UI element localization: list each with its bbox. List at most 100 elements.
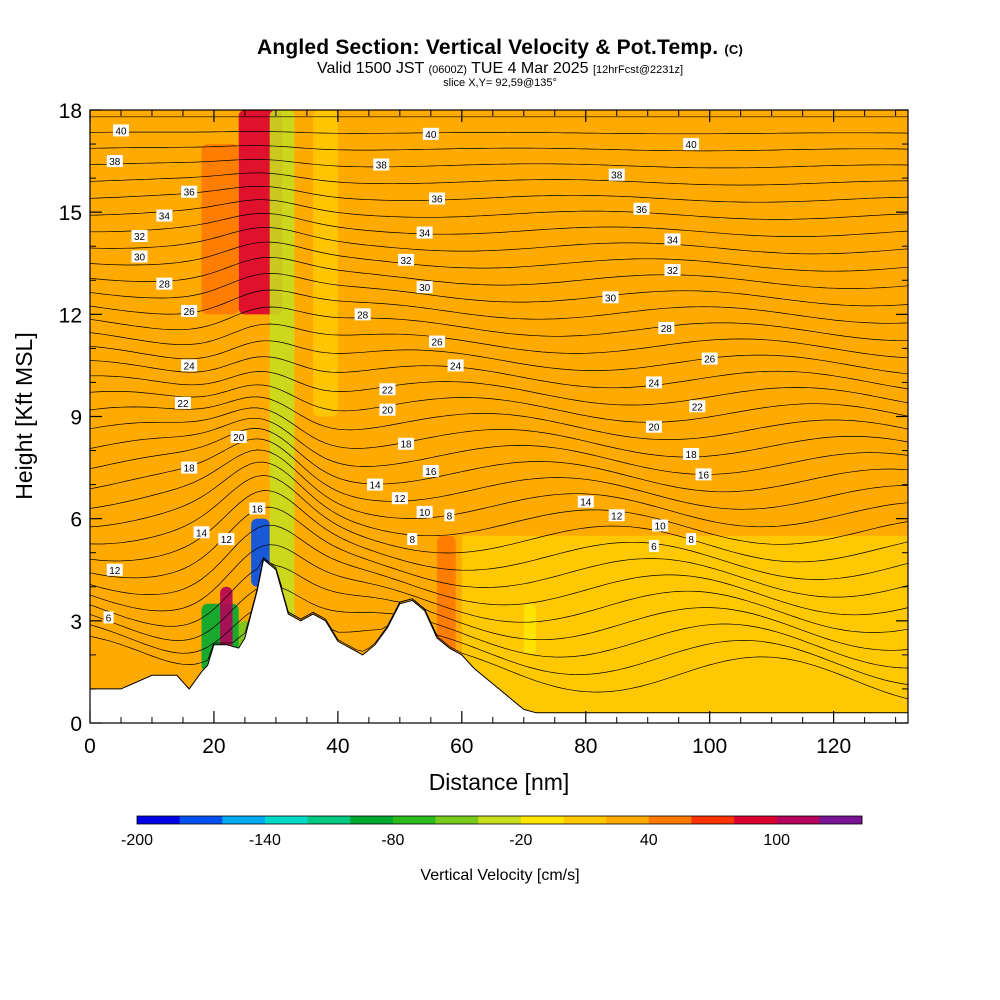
x-tick-label: 60: [450, 735, 473, 758]
theta-label-text: 10: [419, 508, 431, 519]
theta-label: 18: [398, 437, 415, 451]
theta-label: 34: [156, 209, 173, 223]
theta-label-text: 36: [184, 188, 196, 199]
colorbar-tick-label: -80: [381, 832, 404, 849]
theta-label-text: 28: [159, 280, 171, 291]
theta-contour: [90, 257, 908, 289]
theta-label: 22: [689, 400, 706, 413]
theta-contour: [90, 241, 908, 272]
theta-label-text: 22: [382, 385, 394, 396]
x-tick-label: 20: [202, 735, 225, 758]
theta-contour: [90, 340, 908, 375]
y-tick-label: 18: [59, 100, 82, 123]
theta-label: 32: [664, 264, 681, 277]
colorbar-tick-label: -200: [121, 832, 153, 849]
theta-contour: [90, 384, 908, 423]
colorbar-swatch: [350, 816, 394, 824]
theta-contour: [90, 449, 908, 528]
theta-label: 30: [602, 291, 619, 304]
velocity-cell: [437, 535, 456, 655]
theta-contour: [90, 438, 908, 510]
theta-label: 28: [354, 308, 371, 321]
theta-label: 8: [407, 533, 418, 546]
theta-label-text: 38: [611, 171, 623, 182]
colorbar-tick-label: -140: [249, 832, 281, 849]
theta-label: 28: [156, 277, 173, 291]
theta-label-text: 26: [431, 338, 443, 349]
theta-label: 32: [398, 253, 415, 267]
theta-contour: [90, 323, 908, 359]
theta-label: 40: [112, 124, 129, 137]
theta-contour: [90, 557, 908, 669]
theta-label: 14: [577, 495, 594, 509]
theta-label-text: 26: [184, 307, 196, 318]
colorbar-swatch: [819, 816, 863, 824]
theta-label-text: 16: [252, 504, 264, 515]
theta-label-text: 8: [688, 535, 694, 546]
colorbar-swatch: [392, 816, 436, 824]
theta-label: 12: [608, 509, 625, 522]
theta-contour: [90, 417, 908, 475]
theta-label: 30: [131, 250, 148, 263]
title-main: Angled Section: Vertical Velocity & Pot.…: [256, 36, 719, 59]
theta-contour: [90, 557, 908, 685]
theta-contour: [90, 172, 908, 186]
theta-label-text: 20: [233, 433, 245, 444]
title-unit: (C): [724, 42, 744, 57]
chart-subtitle: Valid 1500 JST (0600Z) TUE 4 Mar 2025 [1…: [0, 60, 1000, 78]
forecast-info: [12hrFcst@2231z]: [592, 64, 684, 76]
x-axis: 0 20 40 60 80 100 120: [84, 110, 897, 758]
theta-label: 38: [373, 158, 390, 171]
theta-contour: [90, 428, 908, 493]
theta-label: 24: [447, 359, 464, 372]
colorbar-swatch: [520, 816, 564, 824]
colorbar-swatch: [478, 816, 522, 824]
theta-label-text: 34: [419, 229, 431, 240]
theta-label: 22: [174, 396, 191, 410]
theta-label: 20: [230, 430, 247, 444]
x-tick-label: 40: [326, 735, 349, 758]
theta-label: 10: [652, 519, 669, 532]
theta-label-text: 22: [692, 402, 704, 413]
theta-label-text: 26: [704, 355, 716, 366]
theta-contour: [90, 227, 908, 255]
theta-label-text: 6: [651, 542, 657, 553]
colorbar-frame: [136, 815, 863, 825]
theta-contour: [90, 407, 908, 458]
theta-label: 20: [379, 403, 396, 417]
y-tick-label: 12: [59, 304, 82, 327]
theta-contour: [90, 524, 908, 616]
theta-contour: [90, 461, 908, 545]
theta-label: 26: [701, 352, 718, 366]
y-tick-label: 3: [70, 611, 82, 634]
chart-title: Angled Section: Vertical Velocity & Pot.…: [0, 36, 1000, 60]
theta-label: 12: [391, 492, 408, 505]
velocity-cell: [201, 144, 239, 315]
theta-label: 36: [181, 185, 198, 199]
theta-contour: [90, 83, 908, 87]
theta-label: 26: [181, 304, 198, 318]
theta-label-text: 16: [698, 470, 710, 481]
theta-label-text: 32: [667, 266, 679, 277]
theta-contour: [90, 490, 908, 580]
theta-label: 40: [683, 138, 700, 151]
theta-label: 6: [648, 539, 659, 553]
theta-label: 24: [645, 376, 662, 389]
theta-label-text: 20: [382, 406, 394, 417]
theta-label-text: 22: [177, 399, 189, 410]
theta-label-text: 34: [667, 235, 679, 246]
theta-contour: [90, 356, 908, 390]
theta-label-text: 24: [648, 378, 660, 389]
velocity-cells: [201, 110, 537, 672]
theta-label-text: 36: [431, 195, 443, 206]
x-tick-label: 120: [816, 735, 851, 758]
theta-label: 14: [367, 478, 384, 492]
theta-label: 20: [645, 420, 662, 434]
theta-contour: [90, 131, 908, 135]
theta-contour: [90, 544, 908, 633]
theta-label-text: 40: [115, 126, 127, 137]
y-tick-label: 6: [70, 509, 82, 532]
colorbar-label: Vertical Velocity [cm/s]: [420, 867, 579, 884]
theta-label: 28: [658, 321, 675, 335]
